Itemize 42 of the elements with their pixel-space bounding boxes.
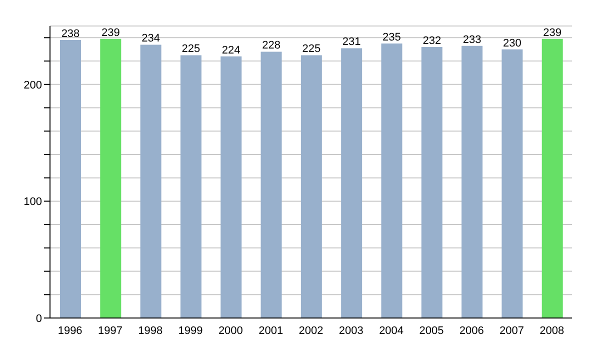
x-tick-label: 1998 bbox=[138, 324, 163, 337]
bar bbox=[140, 44, 162, 318]
data-label: 230 bbox=[503, 37, 522, 50]
bar bbox=[341, 48, 362, 318]
x-tick-label: 2001 bbox=[258, 324, 284, 337]
bar bbox=[180, 55, 202, 318]
bar bbox=[542, 38, 563, 318]
y-tick-label: 0 bbox=[36, 312, 42, 325]
y-tick-label: 100 bbox=[24, 196, 42, 208]
data-label: 238 bbox=[61, 28, 80, 40]
y-tick-label: 200 bbox=[24, 79, 42, 92]
x-tick-label: 2008 bbox=[540, 324, 564, 337]
bar bbox=[462, 46, 483, 318]
data-label: 225 bbox=[302, 43, 321, 56]
bar bbox=[100, 38, 122, 318]
data-label: 231 bbox=[342, 36, 361, 48]
bar bbox=[421, 47, 442, 318]
bar bbox=[60, 40, 81, 318]
x-tick-label: 2006 bbox=[459, 324, 484, 337]
data-label: 239 bbox=[543, 26, 562, 39]
data-label: 228 bbox=[262, 40, 280, 52]
bar bbox=[381, 44, 402, 318]
bar bbox=[260, 52, 282, 318]
data-label: 224 bbox=[222, 44, 240, 56]
x-tick-label: 2007 bbox=[500, 324, 524, 337]
bar bbox=[220, 56, 242, 318]
x-tick-label: 2004 bbox=[379, 324, 404, 337]
x-tick-label: 2005 bbox=[419, 324, 444, 337]
x-tick-label: 1997 bbox=[98, 324, 122, 337]
x-tick-label: 2002 bbox=[298, 324, 324, 337]
bar bbox=[300, 55, 322, 318]
x-tick-label: 2000 bbox=[218, 324, 243, 337]
x-tick-label: 1996 bbox=[58, 324, 82, 337]
bar bbox=[502, 49, 523, 318]
data-label: 232 bbox=[422, 35, 442, 48]
x-tick-label: 1999 bbox=[178, 324, 203, 337]
data-label: 235 bbox=[382, 32, 401, 44]
data-label: 234 bbox=[142, 32, 160, 45]
x-tick-label: 2003 bbox=[338, 324, 364, 337]
data-label: 233 bbox=[462, 34, 482, 46]
data-label: 225 bbox=[182, 43, 200, 56]
data-label: 239 bbox=[101, 26, 120, 39]
